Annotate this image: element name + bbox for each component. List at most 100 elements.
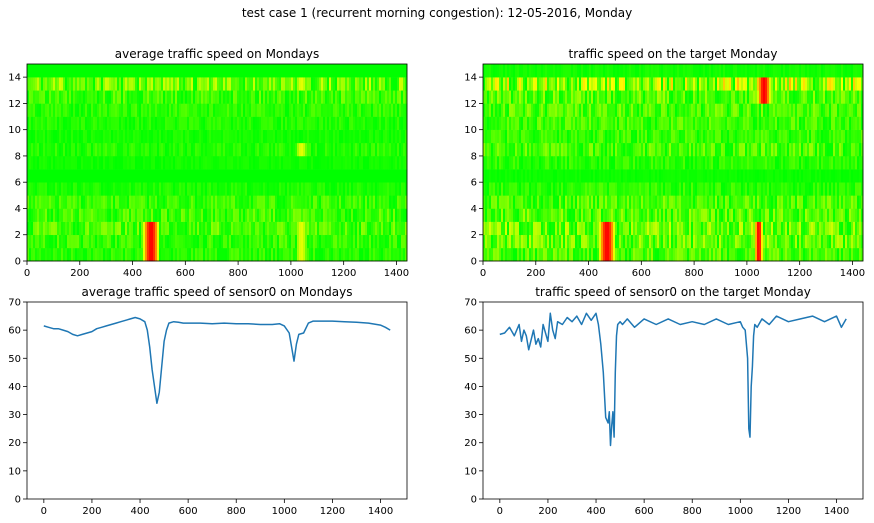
heatmap-cell: [195, 142, 198, 157]
heatmap-cell: [281, 155, 284, 170]
heatmap-cell: [321, 64, 324, 78]
heatmap-cell: [79, 182, 82, 196]
heatmap-cell: [239, 221, 242, 236]
heatmap-cell: [315, 64, 318, 78]
heatmap-cell: [747, 129, 750, 144]
heatmap-cell: [91, 234, 94, 249]
heatmap-cell: [399, 155, 402, 170]
heatmap-cell: [689, 155, 692, 170]
heatmap-cell: [317, 221, 320, 236]
heatmap-cell: [81, 77, 84, 91]
heatmap-cell: [305, 234, 308, 249]
heatmap-cell: [193, 182, 196, 196]
heatmap-cell: [125, 247, 128, 262]
heatmap-cell: [61, 155, 64, 170]
heatmap-cell: [837, 208, 840, 222]
heatmap-cell: [139, 234, 142, 249]
heatmap-cell: [149, 208, 152, 222]
heatmap-cell: [539, 234, 542, 249]
heatmap-cell: [357, 155, 360, 170]
heatmap-cell: [147, 182, 150, 196]
heatmap-cell: [177, 155, 180, 170]
heatmap-cell: [563, 155, 566, 170]
heatmap-cell: [397, 169, 400, 183]
heatmap-cell: [737, 155, 740, 170]
heatmap-cell: [821, 155, 824, 170]
heatmap-cell: [689, 116, 692, 130]
heatmap-cell: [667, 155, 670, 170]
heatmap-cell: [389, 103, 392, 117]
heatmap-cell: [93, 103, 96, 117]
heatmap-cell: [223, 195, 226, 209]
heatmap-cell: [145, 208, 148, 222]
heatmap-cell: [329, 195, 332, 209]
heatmap-cell: [549, 155, 552, 170]
heatmap-cell: [369, 195, 372, 209]
heatmap-cell: [255, 169, 258, 183]
heatmap-cell: [271, 169, 274, 183]
heatmap-cell: [41, 116, 44, 130]
heatmap-cell: [243, 195, 246, 209]
heatmap-cell: [89, 169, 92, 183]
heatmap-cell: [841, 182, 844, 196]
heatmap-cell: [647, 182, 650, 196]
heatmap-cell: [513, 182, 516, 196]
heatmap-cell: [681, 247, 684, 262]
heatmap-cell: [659, 169, 662, 183]
heatmap-cell: [725, 169, 728, 183]
heatmap-cell: [521, 155, 524, 170]
heatmap-cell: [543, 208, 546, 222]
heatmap-cell: [329, 208, 332, 222]
heatmap-cell: [127, 64, 130, 78]
heatmap-cell: [55, 195, 58, 209]
heatmap-cell: [695, 129, 698, 144]
heatmap-cell: [387, 155, 390, 170]
heatmap-cell: [627, 142, 630, 157]
heatmap-cell: [303, 77, 306, 91]
heatmap-cell: [859, 234, 862, 249]
heatmap-cell: [585, 208, 588, 222]
heatmap-cell: [801, 221, 804, 236]
heatmap-cell: [593, 182, 596, 196]
heatmap-cell: [769, 247, 772, 262]
heatmap-cell: [353, 247, 356, 262]
heatmap-cell: [501, 129, 504, 144]
heatmap-cell: [311, 221, 314, 236]
heatmap-cell: [651, 221, 654, 236]
heatmap-cell: [229, 247, 232, 262]
heatmap-cell: [725, 247, 728, 262]
heatmap-cell: [675, 208, 678, 222]
heatmap-cell: [69, 77, 72, 91]
heatmap-cell: [109, 247, 112, 262]
heatmap-cell: [129, 169, 132, 183]
heatmap-cell: [333, 64, 336, 78]
heatmap-cell: [215, 182, 218, 196]
heatmap-cell: [125, 221, 128, 236]
heatmap-cell: [811, 247, 814, 262]
heatmap-cell: [825, 221, 828, 236]
heatmap-cell: [629, 221, 632, 236]
heatmap-cell: [535, 116, 538, 130]
heatmap-cell: [105, 247, 108, 262]
heatmap-cell: [267, 129, 270, 144]
heatmap-cell: [279, 247, 282, 262]
heatmap-cell: [241, 155, 244, 170]
heatmap-cell: [573, 169, 576, 183]
heatmap-cell: [339, 208, 342, 222]
heatmap-cell: [231, 116, 234, 130]
heatmap-cell: [709, 195, 712, 209]
heatmap-cell: [143, 221, 146, 236]
heatmap-cell: [55, 64, 58, 78]
heatmap-cell: [185, 103, 188, 117]
heatmap-cell: [225, 129, 228, 144]
heatmap-cell: [643, 234, 646, 249]
heatmap-cell: [747, 182, 750, 196]
heatmap-cell: [377, 169, 380, 183]
heatmap-cell: [661, 169, 664, 183]
heatmap-cell: [571, 116, 574, 130]
heatmap-cell: [637, 208, 640, 222]
heatmap-cell: [621, 155, 624, 170]
heatmap-cell: [621, 221, 624, 236]
heatmap-cell: [255, 182, 258, 196]
heatmap-cell: [127, 116, 130, 130]
